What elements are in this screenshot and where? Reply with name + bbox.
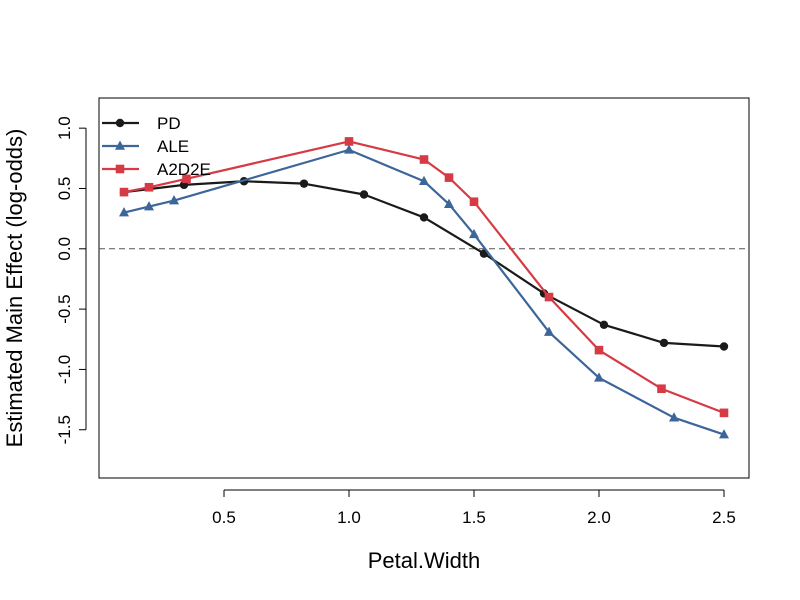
data-point-pd (299, 179, 309, 188)
legend-marker-ale (115, 140, 125, 150)
legend-item-pd: PD (102, 114, 181, 133)
data-point-ale (544, 326, 554, 336)
data-point-a2d2e (657, 384, 666, 394)
data-point-pd (599, 320, 609, 329)
x-tick-label: 2.5 (712, 508, 736, 527)
y-tick-label: 0.0 (55, 237, 74, 261)
data-point-a2d2e (419, 155, 429, 164)
x-tick-label: 0.5 (212, 508, 236, 527)
x-tick-label: 1.0 (337, 508, 361, 527)
data-point-ale (469, 228, 479, 239)
data-point-ale (144, 201, 154, 211)
data-point-a2d2e (594, 345, 604, 355)
data-point-pd (359, 190, 369, 199)
y-tick-label: 0.5 (55, 177, 74, 201)
y-tick-label: -0.5 (55, 294, 74, 323)
data-point-a2d2e (144, 182, 154, 192)
y-tick-label: -1.0 (55, 355, 74, 384)
series-line-ale (123, 148, 725, 436)
data-point-ale (169, 195, 179, 205)
x-tick-label: 2.0 (587, 508, 611, 527)
legend-label-pd: PD (157, 114, 181, 133)
legend-label-ale: ALE (157, 137, 189, 156)
data-point-a2d2e (469, 197, 479, 207)
data-point-a2d2e (544, 292, 554, 302)
legend-label-a2d2e: A2D2E (157, 160, 211, 179)
series-a2d2e (119, 137, 729, 418)
x-tick-label: 1.5 (462, 508, 486, 527)
legend: PD ALE A2D2E (102, 114, 211, 179)
data-point-pd (419, 213, 429, 222)
y-axis: 1.0 0.5 0.0 -0.5 -1.0 -1.5 (55, 116, 87, 444)
legend-marker-a2d2e (115, 164, 125, 174)
data-point-pd (719, 342, 729, 351)
data-point-a2d2e (444, 173, 454, 182)
data-point-ale (119, 207, 129, 217)
data-point-ale (419, 175, 429, 186)
data-point-a2d2e (182, 174, 191, 184)
data-point-ale (719, 429, 729, 439)
legend-marker-pd (115, 118, 125, 128)
series-line-pd (123, 180, 725, 348)
data-point-a2d2e (344, 137, 354, 146)
data-point-ale (344, 144, 354, 154)
y-tick-label: 1.0 (55, 116, 74, 140)
data-point-ale (669, 412, 679, 422)
legend-item-ale: ALE (102, 137, 189, 156)
data-point-ale (444, 198, 454, 208)
series-ale (119, 144, 729, 439)
data-point-a2d2e (719, 408, 729, 418)
y-axis-label: Estimated Main Effect (log-odds) (2, 129, 27, 448)
data-point-ale (594, 372, 604, 382)
series-pd (119, 177, 729, 351)
x-axis-label: Petal.Width (368, 548, 481, 573)
data-point-pd (659, 338, 669, 348)
data-point-a2d2e (119, 187, 129, 197)
x-axis: 0.5 1.0 1.5 2.0 2.5 (212, 489, 736, 527)
plot-frame (98, 97, 750, 479)
legend-item-a2d2e: A2D2E (102, 160, 211, 179)
series-layer (119, 137, 729, 439)
y-tick-label: -1.5 (55, 415, 74, 444)
